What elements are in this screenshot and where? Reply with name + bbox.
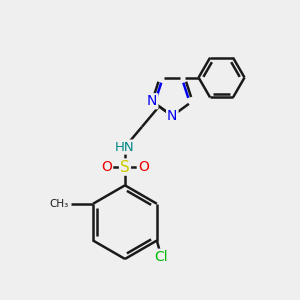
Text: HN: HN	[115, 141, 135, 154]
Text: O: O	[101, 160, 112, 174]
Text: N: N	[167, 109, 178, 123]
Text: O: O	[138, 160, 149, 174]
Text: Cl: Cl	[154, 250, 168, 264]
Text: N: N	[147, 94, 157, 108]
Text: S: S	[120, 160, 130, 175]
Text: CH₃: CH₃	[50, 199, 69, 209]
